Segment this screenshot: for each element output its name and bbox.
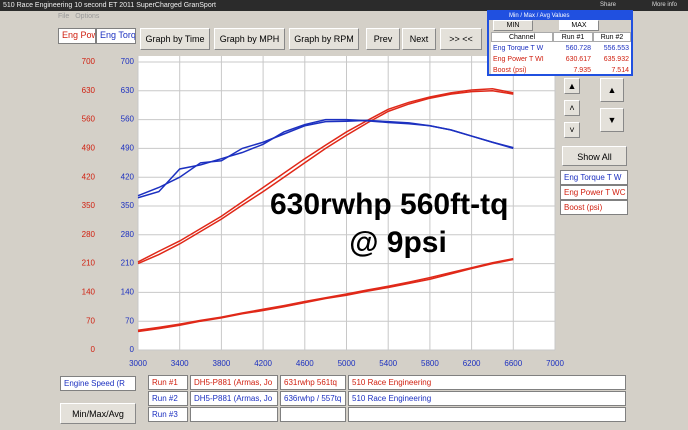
next-button[interactable]: Next [402,28,436,50]
runs-table: Run #1 DH5-P881 (Armas, Jo 631rwhp 561tq 51… [148,375,626,423]
x-tick-label: 5000 [338,359,356,368]
min-max-avg-button[interactable]: Min/Max/Avg [60,403,136,424]
x-tick-label: 6600 [504,359,522,368]
y-tick-label: 350 [82,201,96,210]
table-cell: Boost (psi) [493,67,527,74]
menu-item[interactable]: File [58,13,70,20]
y-tick-label: 420 [82,172,96,181]
share[interactable]: Share [600,2,617,8]
table-cell: 635.932 [603,56,629,63]
scroll-buttons: ▲ ˄ ˅ ▲ ▼ [558,75,688,170]
run-field [348,407,626,422]
up-button[interactable]: ˄ [564,100,580,116]
table-cell: 556.553 [603,45,629,52]
x-tick-label: 4600 [296,359,314,368]
channel[interactable]: Boost (psi) [560,200,628,215]
y-tick-label: 630 [82,86,96,95]
graph-by-mph[interactable]: Graph by MPH [214,28,285,50]
show-all[interactable]: Show All [562,146,627,166]
table-cell: 560.728 [565,45,591,52]
y-tick-label: 70 [86,316,95,325]
y2-tick-label: 490 [121,144,135,153]
menu-bar: File Options [0,11,488,22]
y2-axis-label: Eng Torq [96,28,136,44]
table-cell: Eng Torque T W [493,45,544,52]
x-tick-label: 3800 [213,359,231,368]
run-field [190,407,278,422]
y2-tick-label: 630 [121,86,135,95]
graph-by-time[interactable]: Graph by Time [140,28,210,50]
max-tab[interactable]: MAX [559,20,599,31]
series-line [137,258,514,333]
graph-by-rpm[interactable]: Graph by RPM [289,28,359,50]
minmax-window: Min / Max / Avg Values MIN MAX Channel Ru… [487,10,633,76]
x-channel: Engine Speed (R [60,376,136,391]
y2-tick-label: 280 [121,230,135,239]
x-tick-label: 3400 [171,359,189,368]
annotation: @ 9psi [349,226,447,259]
x-tick-label: 7000 [546,359,564,368]
run-label: Run #1 [148,375,188,390]
y2-tick-label: 420 [121,172,135,181]
minmax-title: Min / Max / Avg Values [489,12,631,20]
table-cell: 7.514 [611,67,629,74]
table-cell: 7.935 [573,67,591,74]
channel[interactable]: Eng Torque T W [560,170,628,185]
run-label: Run #3 [148,407,188,422]
y2-tick-label: 70 [125,316,134,325]
run-field: DH5-P881 (Armas, Jo [190,375,278,390]
zoom-button[interactable]: >> << [440,28,482,50]
y-tick-label: 700 [82,57,96,66]
x-tick-label: 5400 [379,359,397,368]
down-button[interactable]: ˅ [564,122,580,138]
column-header: Channel [491,32,553,42]
table-cell: 630.617 [565,56,591,63]
series-line [137,118,514,199]
y-tick-label: 560 [82,115,96,124]
minmax-table: Channel Run #1 Run #2 Eng Torque T W 560.728… [491,32,631,74]
run-field [280,407,346,422]
run-field: 510 Race Engineering [348,391,626,406]
x-tick-label: 4200 [254,359,272,368]
x-tick-label: 6200 [463,359,481,368]
up-button[interactable]: ▲ [564,78,580,94]
prev-button[interactable]: Prev [366,28,400,50]
series-line [137,257,514,331]
run-field: 636rwhp / 557tq [280,391,346,406]
series-line [137,90,514,265]
more-info[interactable]: More info [652,2,678,8]
y-tick-label: 490 [82,144,96,153]
y2-tick-label: 560 [121,115,135,124]
y-tick-label: 0 [91,345,96,354]
title-bar: 510 Race Engineering 10 second ET 2011 S… [0,0,688,11]
min-tab[interactable]: MIN [493,20,533,31]
y2-tick-label: 140 [121,288,135,297]
annotation: 630rwhp 560ft-tq [270,188,508,221]
column-header: Run #1 [553,32,593,42]
y-tick-label: 210 [82,259,96,268]
y-tick-label: 280 [82,230,96,239]
run-field: 510 Race Engineering [348,375,626,390]
menu-item[interactable]: Options [75,13,100,20]
x-tick-label: 5800 [421,359,439,368]
y-tick-label: 140 [82,288,96,297]
x-tick-label: 3000 [129,359,147,368]
series-line [137,87,514,263]
window-title: 510 Race Engineering 10 second ET 2011 S… [3,2,216,9]
y2-tick-label: 210 [121,259,135,268]
run-field: DH5-P881 (Armas, Jo [190,391,278,406]
down-button[interactable]: ▼ [600,108,624,132]
y2-tick-label: 350 [121,201,135,210]
run-field: 631rwhp 561tq [280,375,346,390]
y2-tick-label: 0 [130,345,135,354]
up-button[interactable]: ▲ [600,78,624,102]
channel[interactable]: Eng Power T WC [560,185,628,200]
y2-tick-label: 700 [121,57,135,66]
y-axis-label: Eng Powe [58,28,96,44]
run-label: Run #2 [148,391,188,406]
column-header: Run #2 [593,32,631,42]
table-cell: Eng Power T WI [493,56,544,63]
